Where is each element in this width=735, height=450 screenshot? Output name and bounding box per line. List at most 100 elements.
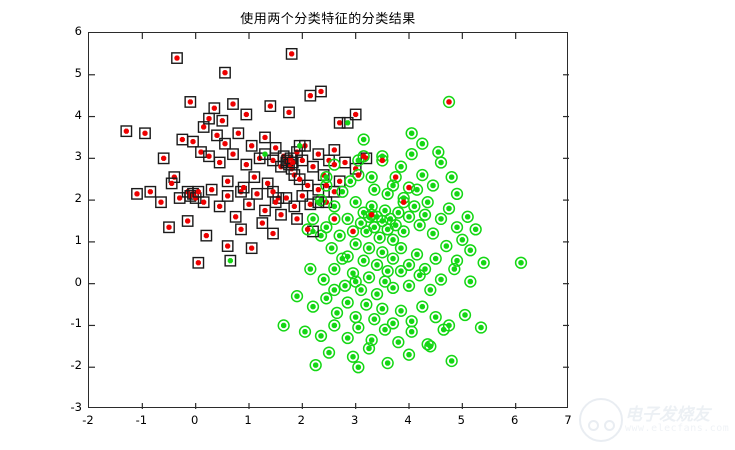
data-point xyxy=(365,208,378,221)
scatter-plot-svg xyxy=(89,33,569,409)
data-point xyxy=(293,139,306,152)
plot-area xyxy=(88,32,569,409)
data-point xyxy=(181,215,194,227)
data-point xyxy=(514,256,528,269)
data-point xyxy=(357,254,370,267)
data-point xyxy=(232,127,245,140)
data-point xyxy=(365,170,378,184)
data-point xyxy=(328,185,341,198)
data-point xyxy=(269,141,282,154)
data-point xyxy=(306,300,320,313)
data-point xyxy=(394,160,408,173)
data-point xyxy=(203,150,215,163)
data-point xyxy=(365,333,378,347)
data-point xyxy=(307,160,319,173)
data-point xyxy=(219,66,231,79)
data-point xyxy=(208,102,221,115)
data-point xyxy=(368,183,381,196)
data-point xyxy=(442,202,456,215)
data-point xyxy=(362,342,376,355)
data-point xyxy=(450,254,464,267)
y-tick-label: 1 xyxy=(74,232,82,247)
data-point xyxy=(165,177,178,190)
data-point xyxy=(376,154,389,167)
data-point xyxy=(410,248,424,261)
data-point xyxy=(402,279,416,292)
data-point xyxy=(288,200,301,213)
data-point xyxy=(229,210,242,223)
data-point xyxy=(227,98,239,110)
data-point xyxy=(434,273,448,286)
data-point xyxy=(259,148,271,161)
y-tick-label: 3 xyxy=(74,149,82,164)
data-point xyxy=(205,183,218,196)
y-tick-label: 0 xyxy=(74,274,82,289)
data-point xyxy=(477,256,490,269)
data-point xyxy=(213,156,226,169)
data-point xyxy=(424,340,437,353)
data-point xyxy=(227,148,239,161)
data-point xyxy=(280,192,293,204)
data-point xyxy=(328,158,341,171)
data-point xyxy=(378,275,392,288)
data-point xyxy=(389,219,402,232)
y-tick-label: 6 xyxy=(74,24,82,38)
data-point xyxy=(456,233,469,246)
page-title: 使用两个分类特征的分类结果 xyxy=(240,12,416,27)
data-point xyxy=(474,321,488,334)
data-point xyxy=(200,229,213,242)
data-point xyxy=(291,213,303,225)
data-point xyxy=(301,223,314,236)
data-point xyxy=(434,212,448,226)
data-point xyxy=(285,47,298,60)
data-point xyxy=(304,89,317,102)
data-point xyxy=(163,221,175,234)
data-point xyxy=(328,212,341,226)
x-tick-label: 5 xyxy=(457,413,465,427)
x-tick-label: 6 xyxy=(510,413,519,427)
x-tick-label: -2 xyxy=(82,413,94,427)
data-point xyxy=(394,242,408,255)
data-point xyxy=(173,192,186,204)
data-point xyxy=(296,154,309,167)
data-point xyxy=(213,200,226,213)
data-point xyxy=(171,52,183,64)
data-point xyxy=(211,129,223,142)
data-point xyxy=(381,264,394,278)
data-point xyxy=(330,306,344,320)
data-point xyxy=(277,319,290,332)
data-point xyxy=(346,225,360,238)
data-point xyxy=(320,170,333,184)
data-point xyxy=(458,308,472,322)
y-tick-label: 2 xyxy=(74,191,82,206)
data-point xyxy=(144,185,157,198)
data-point xyxy=(352,361,365,374)
data-point xyxy=(314,193,328,207)
data-point xyxy=(320,292,333,305)
data-point xyxy=(386,252,400,265)
data-point xyxy=(402,348,416,361)
watermark-logo-icon xyxy=(579,398,623,442)
data-point xyxy=(315,85,327,98)
data-point xyxy=(426,179,440,192)
data-point xyxy=(184,96,197,108)
data-point xyxy=(349,196,362,209)
data-point xyxy=(267,185,279,198)
data-point xyxy=(328,283,341,297)
data-point xyxy=(450,187,464,200)
data-point xyxy=(240,108,253,121)
x-tick-label: 3 xyxy=(350,413,359,427)
data-point xyxy=(336,185,349,198)
data-point xyxy=(429,310,442,324)
x-tick-label: 0 xyxy=(190,413,199,427)
series-misclassified-red-circle xyxy=(301,95,456,238)
data-point xyxy=(317,273,330,286)
data-point xyxy=(440,239,453,253)
data-point xyxy=(320,179,333,192)
data-point xyxy=(304,262,317,276)
data-point xyxy=(362,271,376,284)
data-point xyxy=(320,221,333,234)
data-point xyxy=(328,200,341,213)
data-point xyxy=(328,144,341,156)
data-point xyxy=(352,321,365,334)
